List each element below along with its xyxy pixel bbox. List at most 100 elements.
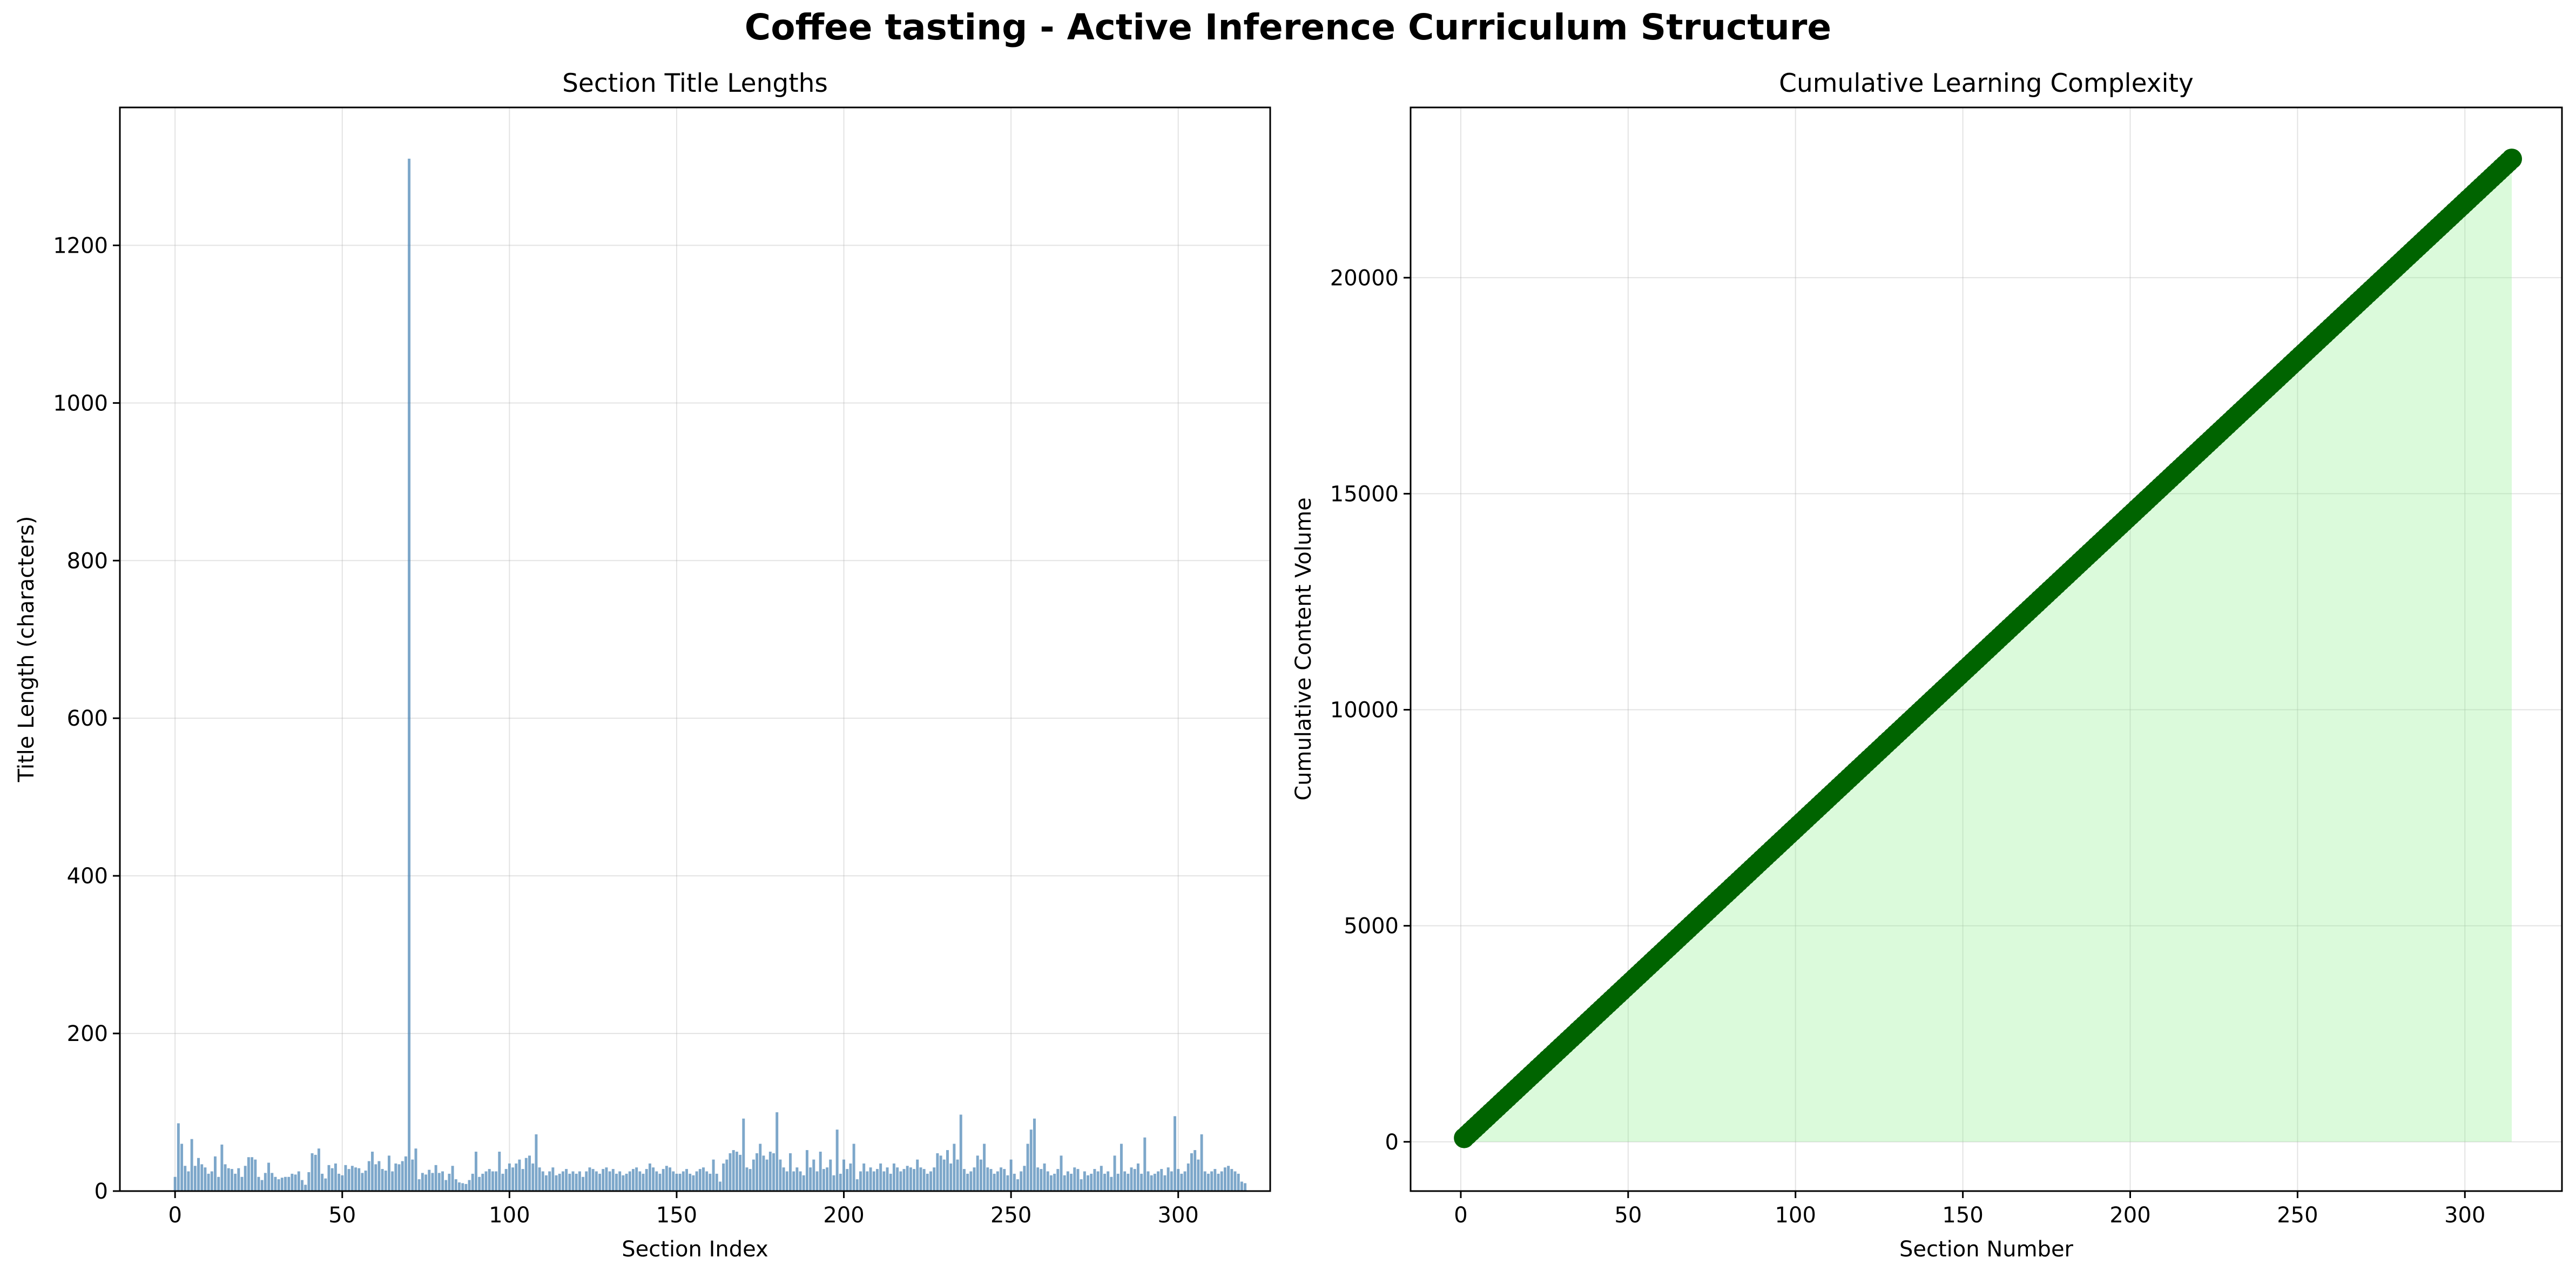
bar xyxy=(875,1169,879,1191)
bar xyxy=(193,1166,197,1191)
bar xyxy=(795,1167,799,1191)
bar xyxy=(953,1144,956,1191)
bar xyxy=(705,1171,709,1191)
bar xyxy=(785,1171,788,1191)
right-x-axis-label: Section Number xyxy=(1899,1237,2074,1262)
bar xyxy=(1160,1169,1163,1191)
bar xyxy=(1096,1171,1100,1191)
bar xyxy=(257,1176,260,1191)
bar xyxy=(511,1167,515,1191)
bar xyxy=(304,1185,307,1191)
x-tick-label: 100 xyxy=(1775,1203,1816,1228)
bar xyxy=(1230,1169,1233,1191)
bar xyxy=(1200,1134,1203,1191)
bar xyxy=(1046,1171,1049,1191)
bar xyxy=(531,1163,535,1191)
bar xyxy=(942,1159,946,1191)
bar xyxy=(776,1112,779,1191)
bar xyxy=(501,1173,504,1191)
bar xyxy=(240,1176,244,1191)
bar xyxy=(585,1171,588,1191)
bar xyxy=(662,1169,665,1191)
bar xyxy=(544,1175,548,1191)
bar xyxy=(394,1163,397,1191)
bar xyxy=(973,1167,976,1191)
bar xyxy=(311,1153,314,1191)
bar xyxy=(1170,1171,1173,1191)
x-tick-label: 0 xyxy=(1454,1203,1467,1228)
bar xyxy=(384,1171,387,1191)
bar xyxy=(1053,1173,1056,1191)
bar xyxy=(852,1144,855,1191)
bar xyxy=(474,1152,477,1191)
bar xyxy=(1103,1173,1106,1191)
y-tick-label: 1000 xyxy=(53,391,108,416)
bar xyxy=(291,1173,294,1191)
bar xyxy=(859,1171,862,1191)
bar xyxy=(561,1171,564,1191)
right-chart: Cumulative Learning Complexity 0 50 100 150… xyxy=(1291,69,2563,1262)
bar xyxy=(1083,1171,1086,1191)
bar xyxy=(264,1173,267,1191)
bar xyxy=(437,1173,441,1191)
bar xyxy=(515,1163,518,1191)
bar xyxy=(996,1171,999,1191)
bar xyxy=(815,1171,819,1191)
x-tick-label: 300 xyxy=(2444,1203,2485,1228)
bar xyxy=(367,1161,370,1191)
bar xyxy=(1040,1169,1043,1191)
y-tick-label: 800 xyxy=(67,549,108,573)
bar xyxy=(180,1144,184,1191)
right-y-axis-label: Cumulative Content Volume xyxy=(1291,497,1316,801)
bar xyxy=(314,1154,317,1191)
bar xyxy=(1023,1166,1026,1191)
bar xyxy=(822,1169,825,1191)
bar xyxy=(408,158,411,1192)
bar xyxy=(461,1183,464,1191)
bar xyxy=(956,1159,959,1191)
bar xyxy=(672,1171,675,1191)
x-tick-label: 0 xyxy=(168,1203,181,1228)
bar xyxy=(457,1182,461,1191)
bar xyxy=(939,1155,942,1191)
bar xyxy=(872,1171,875,1191)
bar xyxy=(173,1176,177,1191)
bar xyxy=(652,1167,655,1191)
bar xyxy=(591,1169,595,1191)
bar xyxy=(638,1171,642,1191)
bar xyxy=(294,1174,297,1191)
bar xyxy=(1136,1163,1139,1191)
bar xyxy=(1070,1173,1073,1191)
bar xyxy=(1220,1171,1223,1191)
bar xyxy=(919,1167,922,1191)
bar xyxy=(381,1169,384,1191)
bar xyxy=(735,1152,738,1191)
bar xyxy=(224,1164,227,1191)
bar xyxy=(926,1173,929,1191)
bar xyxy=(976,1155,979,1191)
bar xyxy=(678,1173,682,1191)
bar xyxy=(812,1159,815,1191)
bar xyxy=(488,1169,491,1191)
bar xyxy=(682,1171,685,1191)
bar xyxy=(598,1173,602,1191)
bar xyxy=(1190,1153,1193,1191)
bar xyxy=(635,1167,638,1191)
bar xyxy=(271,1173,274,1191)
left-grid xyxy=(120,107,1270,1192)
right-x-axis: 0 50 100 150 200 250 300 xyxy=(1454,1191,2485,1228)
bar xyxy=(187,1171,190,1191)
bar xyxy=(869,1167,872,1191)
bar xyxy=(491,1171,494,1191)
bar xyxy=(267,1162,271,1191)
bar xyxy=(882,1171,886,1191)
bar xyxy=(913,1169,916,1191)
bar xyxy=(327,1165,331,1191)
bar xyxy=(358,1168,361,1191)
bar xyxy=(846,1169,849,1191)
bar xyxy=(1009,1159,1013,1191)
bar xyxy=(555,1175,558,1191)
bar xyxy=(748,1169,752,1191)
bar xyxy=(341,1175,344,1191)
bar xyxy=(1244,1183,1247,1191)
